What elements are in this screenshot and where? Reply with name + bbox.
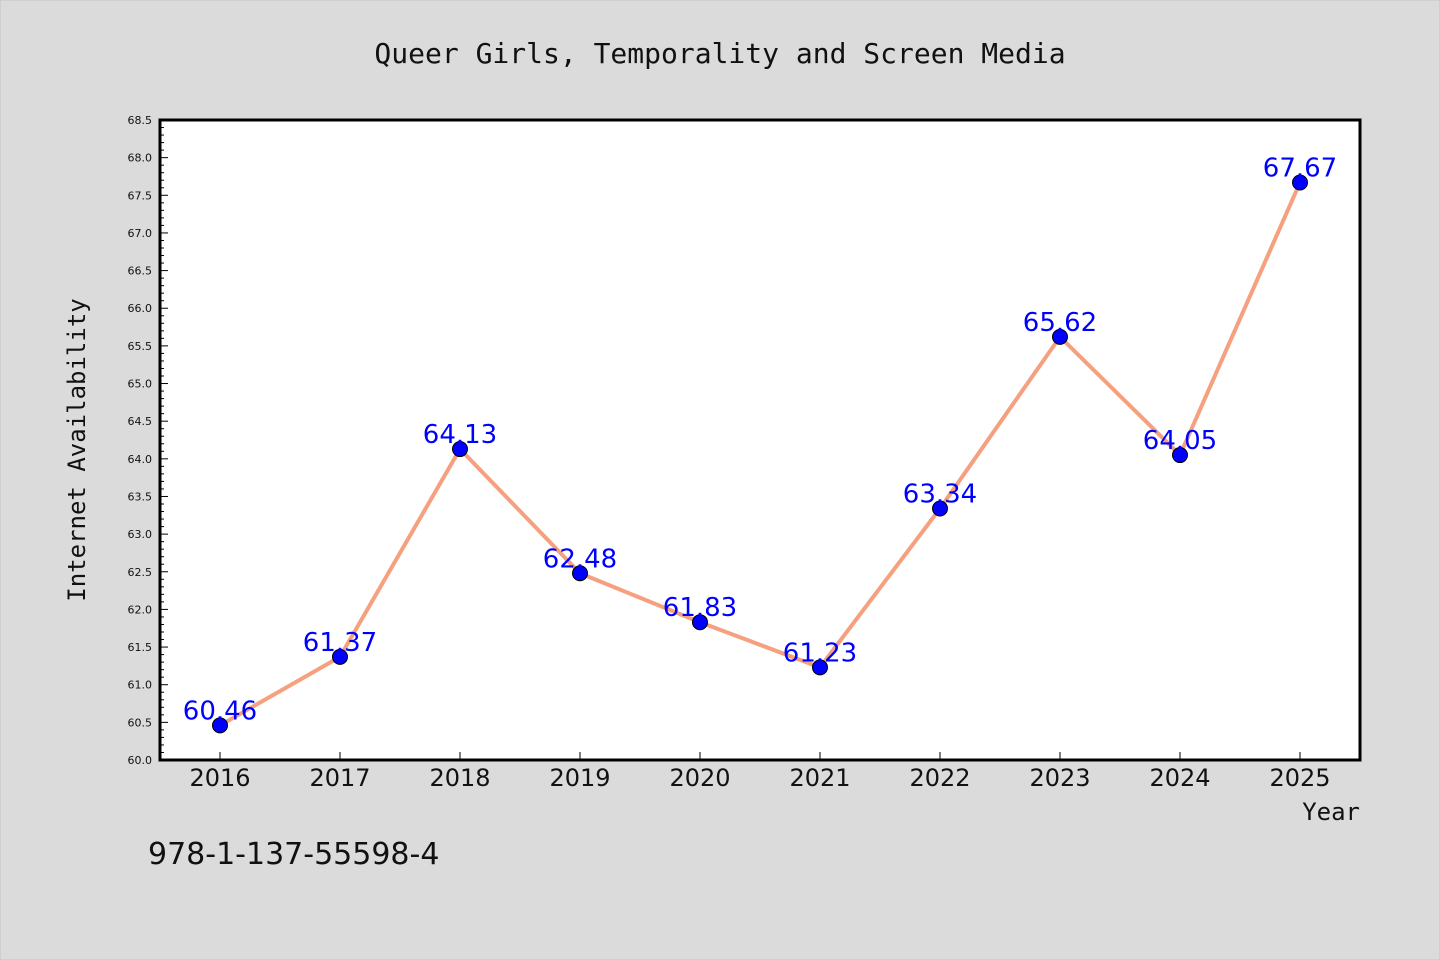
data-label: 60.46 (183, 696, 257, 726)
data-label: 63.34 (903, 480, 977, 510)
x-tick-label: 2017 (309, 764, 370, 792)
plot-frame (158, 118, 1362, 762)
y-tick-label: 64.0 (128, 453, 153, 466)
y-tick-label: 60.0 (128, 754, 153, 767)
data-point (452, 441, 468, 458)
y-tick-label: 61.5 (128, 641, 153, 654)
data-label: 61.83 (663, 593, 737, 623)
x-axis: 2016 2017 2018 2019 2020 2021 2022 2023 2024 2025 (189, 752, 1331, 792)
x-tick-label: 2022 (909, 764, 970, 792)
data-label: 64.05 (1143, 426, 1217, 456)
y-tick-label: 68.5 (128, 114, 153, 127)
y-tick-label: 67.5 (128, 189, 153, 202)
y-axis: 60.0 60.5 61.0 61.5 62.0 62.5 63.0 63.5 64.0 64.5… (128, 114, 168, 767)
x-tick-label: 2021 (789, 764, 850, 792)
data-label: 61.37 (303, 628, 377, 658)
data-point (932, 500, 948, 517)
x-tick-label: 2025 (1269, 764, 1330, 792)
y-tick-label: 63.5 (128, 490, 153, 503)
data-point (692, 614, 708, 631)
x-tick-label: 2024 (1149, 764, 1210, 792)
y-tick-label: 66.5 (128, 265, 153, 278)
y-tick-label: 60.5 (128, 716, 153, 729)
series-line (218, 180, 1302, 728)
data-point (1292, 174, 1308, 191)
y-tick-label: 65.5 (128, 340, 153, 353)
x-tick-label: 2018 (429, 764, 490, 792)
data-labels: 60.46 61.37 64.13 62.48 61.83 61.23 63.34 65.62… (183, 153, 1337, 726)
data-point (1172, 447, 1188, 464)
x-tick-label: 2019 (549, 764, 610, 792)
y-tick-label: 68.0 (128, 152, 153, 165)
y-tick-label: 65.0 (128, 378, 153, 391)
y-tick-label: 66.0 (128, 302, 153, 315)
data-label: 67.67 (1263, 153, 1337, 183)
data-label: 62.48 (543, 544, 617, 574)
data-point (572, 565, 588, 582)
data-label: 65.62 (1023, 308, 1097, 338)
data-label: 64.13 (423, 420, 497, 450)
data-point (332, 648, 348, 665)
x-axis-label: Year (1302, 798, 1360, 826)
y-tick-label: 62.5 (128, 566, 153, 579)
y-tick-label: 61.0 (128, 679, 153, 692)
x-tick-label: 2016 (189, 764, 250, 792)
data-point (212, 717, 228, 734)
plot-area (160, 120, 1360, 760)
x-tick-label: 2023 (1029, 764, 1090, 792)
y-tick-label: 67.0 (128, 227, 153, 240)
y-tick-label: 62.0 (128, 603, 153, 616)
y-tick-label: 63.0 (128, 528, 153, 541)
y-axis-label: Internet Availability (63, 298, 91, 601)
series-group (212, 174, 1308, 734)
x-tick-label: 2020 (669, 764, 730, 792)
data-label: 61.23 (783, 638, 857, 668)
y-tick-label: 64.5 (128, 415, 153, 428)
chart-title: Queer Girls, Temporality and Screen Medi… (374, 37, 1065, 70)
data-point (1052, 328, 1068, 345)
data-point (812, 659, 828, 676)
isbn-text: 978-1-137-55598-4 (148, 837, 439, 872)
